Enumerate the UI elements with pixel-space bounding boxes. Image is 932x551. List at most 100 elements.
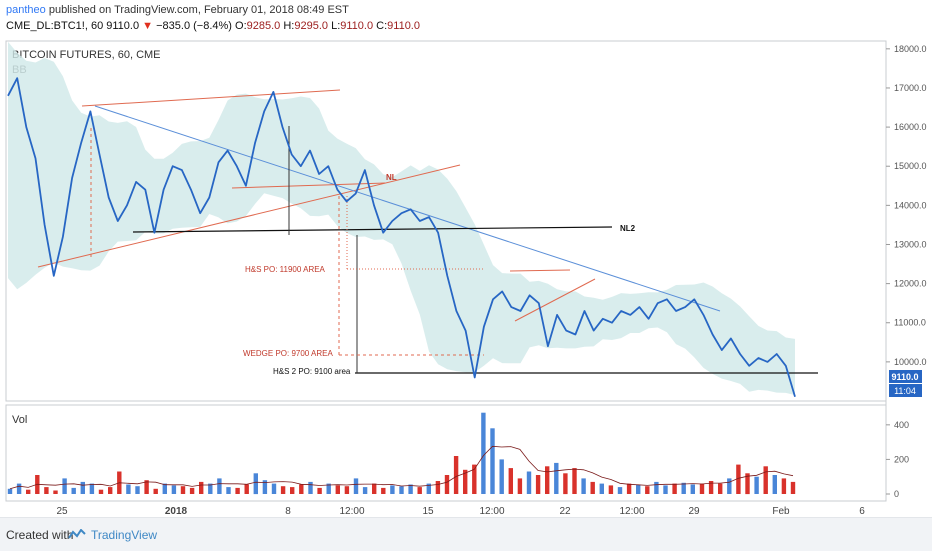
volume-bar	[626, 483, 632, 494]
volume-bar	[262, 480, 268, 494]
volume-bar	[545, 466, 550, 494]
volume-bar	[290, 487, 295, 494]
volume-bar	[590, 481, 595, 494]
volume-bar	[44, 487, 49, 494]
volume-bar	[563, 473, 568, 495]
volume-bar	[763, 466, 768, 494]
volume-bar	[199, 481, 204, 494]
time-tick-label: 6	[859, 506, 865, 517]
volume-bar	[490, 428, 495, 494]
price-tick-label: 13000.0	[894, 239, 927, 249]
volume-bar	[135, 486, 140, 494]
publisher-name[interactable]: pantheo	[6, 4, 46, 16]
close-label: C:	[376, 20, 388, 32]
symbol-line: CME_DL:BTC1!, 60 9110.0 ▼ −835.0 (−8.4%)…	[6, 20, 420, 32]
volume-bar	[353, 478, 359, 494]
volume-bar	[317, 487, 322, 494]
volume-bar	[335, 485, 340, 494]
volume-bar	[508, 468, 513, 494]
price-change: −835.0 (−8.4%)	[156, 20, 232, 32]
time-tick-label: 22	[559, 506, 571, 517]
footer-bar: Created with TradingView	[0, 517, 932, 551]
price-series-line	[7, 77, 796, 397]
nl-label: NL	[386, 173, 397, 182]
volume-bar	[463, 469, 468, 494]
hs-po-label: H&S PO: 11900 AREA	[245, 265, 326, 274]
volume-label[interactable]: Vol	[12, 414, 27, 426]
volume-bar	[790, 481, 796, 494]
downtrend-line[interactable]	[94, 105, 721, 312]
volume-bar	[581, 478, 586, 494]
volume-bar	[144, 480, 149, 494]
volume-bar	[426, 483, 431, 494]
volume-bar	[617, 487, 623, 494]
volume-bar	[226, 487, 231, 494]
price-tick-label: 14000.0	[894, 200, 927, 210]
nl2-label: NL2	[620, 224, 636, 233]
volume-bar	[53, 490, 58, 494]
volume-tick-label: 0	[894, 489, 899, 499]
volume-bar	[645, 486, 650, 494]
volume-bar	[390, 485, 395, 494]
volume-bar	[362, 487, 368, 494]
volume-bar	[98, 489, 104, 494]
volume-bar	[772, 475, 777, 494]
volume-bar	[718, 483, 723, 494]
volume-bar	[572, 468, 577, 494]
flag-lower-line[interactable]	[514, 278, 596, 322]
volume-bar	[654, 481, 659, 494]
volume-bar	[736, 464, 741, 494]
last-price-tag	[889, 370, 922, 383]
chart-header: pantheo published on TradingView.com, Fe…	[0, 0, 932, 36]
volume-bar	[599, 483, 604, 494]
neckline-nl2[interactable]	[132, 226, 613, 233]
price-tick-label: 15000.0	[894, 161, 927, 171]
volume-bar	[7, 488, 13, 494]
tradingview-link[interactable]: TradingView	[91, 528, 158, 542]
volume-bar	[399, 486, 404, 494]
price-tick-label: 18000.0	[894, 44, 927, 54]
volume-bar	[499, 459, 504, 494]
created-with-text: Created with	[6, 528, 74, 542]
price-tick-label: 10000.0	[894, 357, 927, 367]
volume-bar	[162, 483, 167, 494]
volume-bar	[745, 473, 750, 495]
time-tick-label: 25	[56, 506, 68, 517]
volume-bar	[526, 471, 532, 494]
time-tick-label: 12:00	[479, 506, 504, 517]
volume-bar	[208, 483, 213, 494]
price-chart[interactable]: 18000.0 17000.0 16000.0 15000.0 14000.0 13000…	[0, 36, 932, 517]
volume-bar	[108, 487, 113, 494]
volume-bar	[517, 478, 523, 494]
volume-bar	[435, 481, 441, 494]
volume-bar	[554, 462, 559, 494]
volume-bar	[308, 481, 313, 494]
trendline-annotations[interactable]	[37, 89, 818, 374]
wedge-lower-line[interactable]	[37, 164, 461, 268]
volume-bar	[535, 475, 541, 494]
price-tick-label: 17000.0	[894, 83, 927, 93]
volume-bar	[472, 464, 477, 494]
volume-bar	[244, 484, 249, 494]
time-tick-label: 15	[422, 506, 434, 517]
volume-bar	[690, 484, 695, 494]
volume-bar	[344, 486, 350, 494]
last-price-tag-text: 9110.0	[891, 372, 918, 382]
time-axis[interactable]: 25 2018 8 12:00 15 12:00 22 12:00 29 Feb 6	[56, 506, 865, 517]
volume-bar	[326, 483, 331, 494]
time-tick-label: 12:00	[339, 506, 364, 517]
wedge-upper-line[interactable]	[81, 89, 341, 107]
volume-bar	[681, 482, 686, 494]
low-value: 9110.0	[340, 20, 374, 32]
time-tick-label: 8	[285, 506, 291, 517]
price-tick-label: 11000.0	[894, 318, 926, 328]
volume-bar	[754, 476, 759, 494]
time-tick-label: Feb	[772, 506, 790, 517]
volume-bar	[80, 481, 85, 494]
volume-bar	[481, 412, 486, 494]
down-arrow-icon: ▼	[142, 20, 154, 32]
price-axis[interactable]: 18000.0 17000.0 16000.0 15000.0 14000.0 13000…	[886, 44, 927, 367]
price-tick-label: 12000.0	[894, 279, 927, 289]
flag-upper-line[interactable]	[509, 269, 571, 272]
price-tick-label: 16000.0	[894, 122, 927, 132]
